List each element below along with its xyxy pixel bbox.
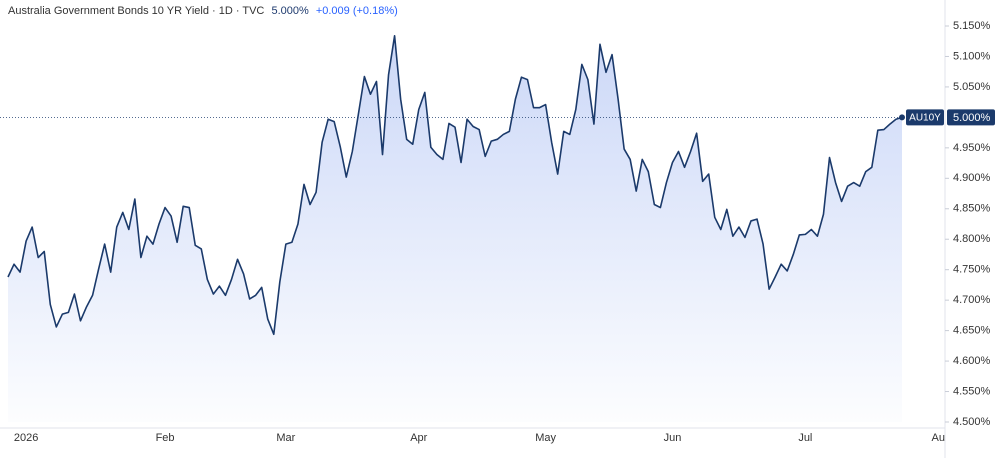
- y-tick-label: 5.100%: [953, 50, 991, 62]
- header-change: +0.009 (+0.18%): [315, 5, 398, 17]
- x-tick-label: May: [535, 432, 556, 444]
- y-tick-label: 4.550%: [953, 385, 991, 397]
- last-point: [899, 114, 905, 121]
- y-tick-label: 4.650%: [953, 325, 991, 337]
- x-tick-label: Jun: [664, 432, 682, 444]
- y-tick-label: 4.850%: [953, 203, 991, 215]
- y-tick-label: 4.950%: [953, 142, 991, 154]
- y-tick-label: 5.050%: [953, 81, 991, 93]
- line: [7, 34, 903, 336]
- last-value-badge-bg: [947, 109, 995, 126]
- x-tick-label: 2026: [14, 432, 38, 444]
- y-tick-label: 4.700%: [953, 294, 991, 306]
- y-tick-label: 4.500%: [953, 416, 991, 428]
- x-tick-label: Au: [932, 432, 945, 444]
- y-tick-label: 4.600%: [953, 355, 991, 367]
- area: [8, 35, 902, 422]
- chart-title: Australia Government Bonds 10 YR Yield ·…: [8, 5, 265, 17]
- last-value-badge: 5.000%: [953, 112, 991, 124]
- header-value: 5.000%: [271, 5, 309, 17]
- x-tick-label: Jul: [798, 432, 812, 444]
- y-tick-label: 4.800%: [953, 233, 991, 245]
- symbol-badge-bg: [906, 109, 944, 126]
- y-tick-label: 4.750%: [953, 264, 991, 276]
- y-tick-label: 4.900%: [953, 172, 991, 184]
- symbol-badge: AU10Y: [909, 113, 941, 124]
- x-tick-label: Apr: [410, 432, 427, 444]
- header: Australia Government Bonds 10 YR Yield ·…: [8, 5, 402, 17]
- x-tick-label: Feb: [156, 432, 175, 444]
- x-tick-label: Mar: [276, 432, 295, 444]
- y-tick-label: 5.150%: [953, 20, 991, 32]
